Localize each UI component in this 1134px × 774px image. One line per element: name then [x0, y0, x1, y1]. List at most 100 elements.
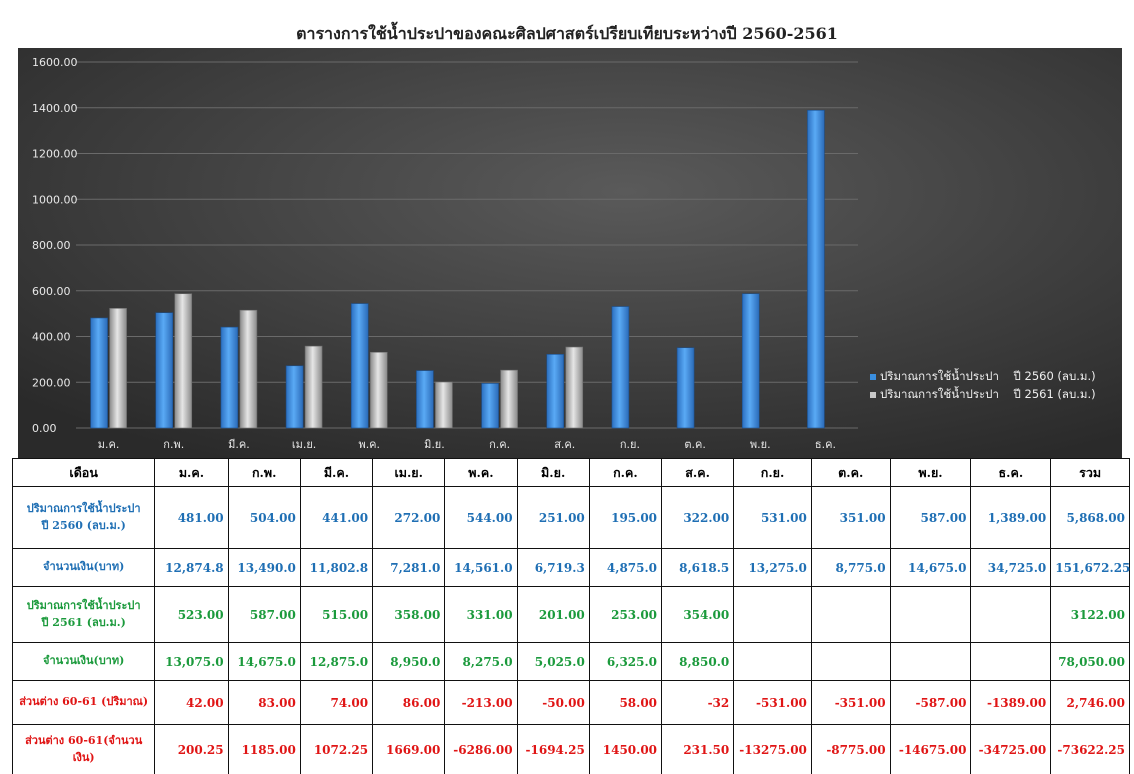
table-cell: 12,875.0: [299, 642, 374, 681]
table-cell: -1694.25: [516, 724, 590, 774]
x-tick-label: เม.ย.: [292, 438, 316, 451]
table-cell: [889, 642, 972, 681]
bar-2560: [285, 365, 304, 429]
table-cell: 272.00: [372, 486, 446, 549]
column-header: มี.ค.: [299, 458, 374, 487]
bar-2560: [676, 347, 695, 429]
row-header: ปริมาณการใช้น้ำประปา ปี 2561 (ลบ.ม.): [11, 586, 156, 643]
table-cell: -1389.00: [970, 680, 1052, 725]
table-cell: 8,850.0: [661, 642, 735, 681]
bar-2561: [174, 293, 193, 429]
table-cell: -73622.25: [1050, 724, 1130, 774]
table-cell: 13,075.0: [154, 642, 229, 681]
row-header: ปริมาณการใช้น้ำประปา ปี 2560 (ลบ.ม.): [11, 486, 156, 549]
table-cell: 14,675.0: [889, 548, 972, 587]
x-tick-label: พ.ย.: [750, 438, 771, 451]
table-cell: 3122.00: [1050, 586, 1130, 643]
table-row: ปริมาณการใช้น้ำประปา ปี 2561 (ลบ.ม.) 523.0…: [11, 586, 1130, 643]
table-cell: 504.00: [227, 486, 301, 549]
table-cell: 7,281.0: [372, 548, 446, 587]
bar-2560: [807, 109, 825, 429]
column-header: ส.ค.: [661, 458, 735, 487]
y-tick-label: 800.00: [32, 239, 71, 252]
table-cell: 253.00: [588, 586, 663, 643]
bar-2560: [481, 383, 499, 429]
table-row: ส่วนต่าง 60-61(จำนวนเงิน) 200.25 1185.00 10…: [11, 724, 1130, 774]
bar-2560: [90, 317, 108, 429]
bar-2561: [239, 309, 258, 429]
table-cell: -213.00: [444, 680, 518, 725]
table-cell: 544.00: [444, 486, 518, 549]
row-header: ส่วนต่าง 60-61(จำนวนเงิน): [11, 724, 156, 774]
table-cell: 231.50: [661, 724, 735, 774]
table-cell: 83.00: [227, 680, 301, 725]
bar-2560: [350, 303, 369, 429]
legend-swatch: [870, 374, 876, 380]
table-cell: -34725.00: [970, 724, 1052, 774]
table-cell: 481.00: [154, 486, 229, 549]
table-cell: 523.00: [154, 586, 229, 643]
table-header-row: เดือน ม.ค. ก.พ. มี.ค. เม.ย. พ.ค. มิ.ย. ก.ค. ส.ค.…: [11, 458, 1130, 487]
table-cell: -6286.00: [444, 724, 518, 774]
bar-2561: [109, 308, 127, 429]
x-tick-label: ก.ย.: [620, 438, 640, 451]
table-cell: 354.00: [661, 586, 735, 643]
table-cell: 86.00: [372, 680, 446, 725]
table-cell: 351.00: [810, 486, 891, 549]
table-cell: 251.00: [516, 486, 590, 549]
table-cell: 1185.00: [227, 724, 301, 774]
table-cell: 587.00: [227, 586, 301, 643]
bar-2561: [435, 381, 453, 429]
table-cell: 358.00: [372, 586, 446, 643]
table-cell: [733, 586, 812, 643]
y-tick-label: 1000.00: [32, 193, 78, 206]
table-row: จำนวนเงิน(บาท) 13,075.0 14,675.0 12,875.0 8,…: [11, 642, 1130, 681]
x-tick-label: ธ.ค.: [815, 438, 836, 451]
table-cell: [810, 586, 891, 643]
column-header: ต.ค.: [810, 458, 891, 487]
table-cell: 6,719.3: [516, 548, 590, 587]
bar-2560: [741, 293, 760, 429]
table-cell: -351.00: [810, 680, 891, 725]
y-tick-label: 600.00: [32, 285, 71, 298]
bar-2561: [500, 369, 518, 429]
y-tick-label: 200.00: [32, 376, 71, 389]
column-header: เดือน: [11, 458, 156, 487]
table-cell: 13,490.0: [227, 548, 301, 587]
bar-chart-svg: 0.00 200.00 400.00 600.00 800.00 1000.00 1200.…: [18, 48, 1122, 458]
x-tick-label: มิ.ย.: [424, 438, 445, 451]
table-cell: 1450.00: [588, 724, 663, 774]
bar-2560: [546, 354, 565, 429]
table-cell: 6,325.0: [588, 642, 663, 681]
table-cell: [810, 642, 891, 681]
bar-chart: 0.00 200.00 400.00 600.00 800.00 1000.00 1200.…: [18, 48, 1122, 458]
table-cell: 195.00: [588, 486, 663, 549]
table-cell: -8775.00: [810, 724, 891, 774]
table-cell: -587.00: [889, 680, 972, 725]
x-tick-label: มี.ค.: [228, 438, 250, 451]
table-cell: 8,275.0: [444, 642, 518, 681]
x-tick-label: ก.ค.: [489, 438, 510, 451]
table-cell: [889, 586, 972, 643]
column-header: ก.ย.: [733, 458, 812, 487]
table-cell: 12,874.8: [154, 548, 229, 587]
legend-swatch: [870, 392, 876, 398]
table-cell: [970, 642, 1052, 681]
column-header: พ.ค.: [444, 458, 518, 487]
legend-label: ปริมาณการใช้น้ำประปา ปี 2561 (ลบ.ม.): [880, 386, 1096, 401]
column-header: ก.ค.: [588, 458, 663, 487]
row-header: จำนวนเงิน(บาท): [11, 548, 156, 587]
table-cell: 201.00: [516, 586, 590, 643]
table-cell: 78,050.00: [1050, 642, 1130, 681]
bar-2560: [220, 326, 239, 429]
column-header: ธ.ค.: [970, 458, 1052, 487]
table-cell: 322.00: [661, 486, 735, 549]
table-cell: 331.00: [444, 586, 518, 643]
table-cell: 1072.25: [299, 724, 374, 774]
bar-2560: [611, 306, 630, 429]
bar-2561: [369, 351, 388, 429]
table-cell: -13275.00: [733, 724, 812, 774]
legend-label: ปริมาณการใช้น้ำประปา ปี 2560 (ลบ.ม.): [880, 368, 1096, 383]
table-cell: 200.25: [154, 724, 229, 774]
y-tick-label: 400.00: [32, 331, 71, 344]
